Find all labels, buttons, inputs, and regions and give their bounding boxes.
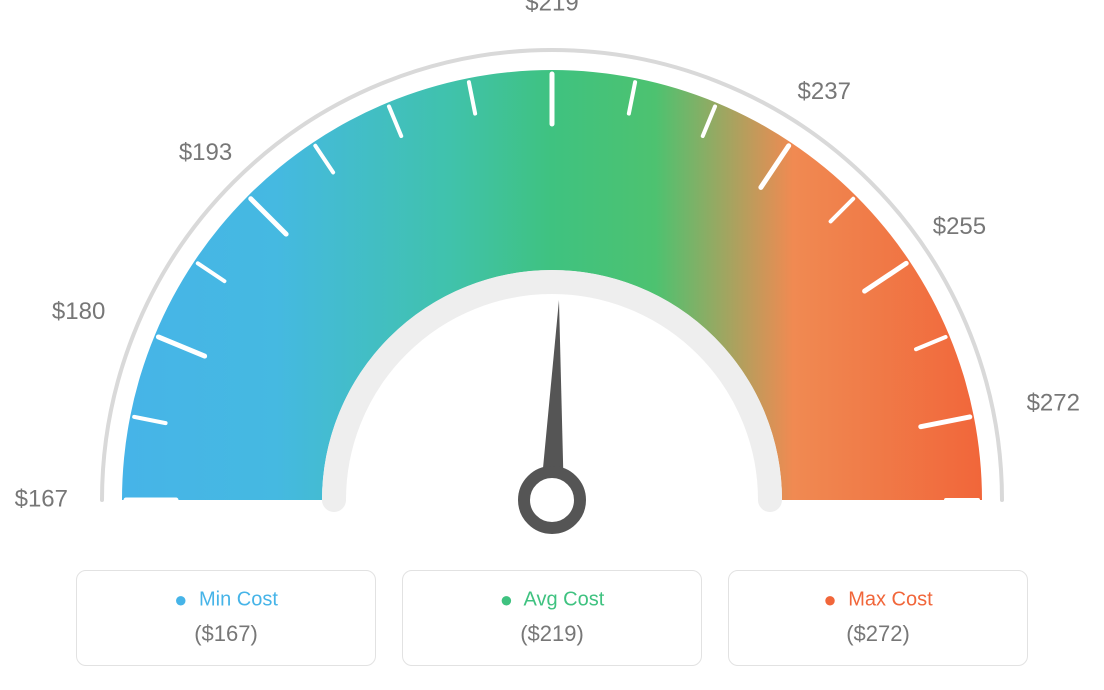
legend-label: Max Cost bbox=[848, 588, 932, 610]
svg-text:$255: $255 bbox=[933, 213, 986, 240]
svg-text:$272: $272 bbox=[1027, 390, 1080, 417]
svg-text:$237: $237 bbox=[798, 78, 851, 105]
legend-label: Min Cost bbox=[199, 588, 278, 610]
dot-icon: ● bbox=[500, 587, 513, 612]
legend-title-min: ● Min Cost bbox=[87, 587, 365, 613]
legend-card-min: ● Min Cost ($167) bbox=[76, 570, 376, 666]
svg-text:$167: $167 bbox=[15, 485, 68, 512]
dot-icon: ● bbox=[174, 587, 187, 612]
legend-label: Avg Cost bbox=[523, 588, 604, 610]
svg-text:$193: $193 bbox=[179, 139, 232, 166]
legend-card-avg: ● Avg Cost ($219) bbox=[402, 570, 702, 666]
gauge-chart: $167 $180 $193 $219 $237 $255 $272 bbox=[0, 0, 1104, 560]
legend-row: ● Min Cost ($167) ● Avg Cost ($219) ● Ma… bbox=[0, 570, 1104, 666]
dot-icon: ● bbox=[823, 587, 836, 612]
legend-title-max: ● Max Cost bbox=[739, 587, 1017, 613]
svg-text:$180: $180 bbox=[52, 298, 105, 325]
svg-text:$219: $219 bbox=[525, 0, 578, 16]
legend-value-min: ($167) bbox=[87, 621, 365, 647]
legend-card-max: ● Max Cost ($272) bbox=[728, 570, 1028, 666]
legend-title-avg: ● Avg Cost bbox=[413, 587, 691, 613]
legend-value-max: ($272) bbox=[739, 621, 1017, 647]
legend-value-avg: ($219) bbox=[413, 621, 691, 647]
